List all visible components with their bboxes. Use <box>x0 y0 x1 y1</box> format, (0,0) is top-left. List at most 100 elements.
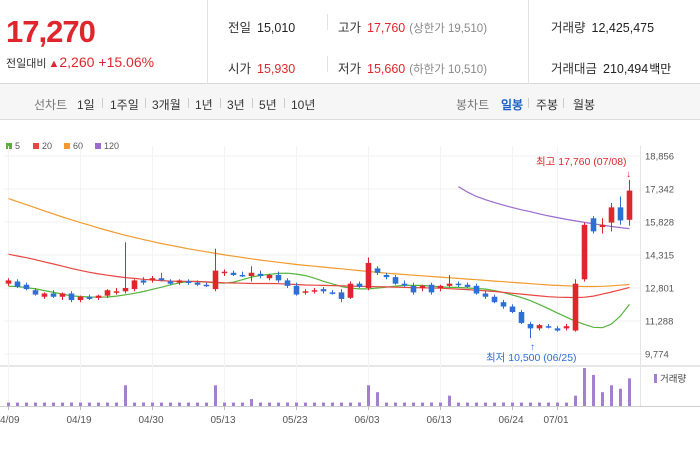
period-3m-button[interactable]: 3개월 <box>152 98 181 112</box>
chart-axes: 18,856 17,342 15,828 14,315 12,801 11,288 9,77… <box>0 152 674 427</box>
volume-bar <box>88 402 91 406</box>
open-label: 시가 <box>228 62 252 76</box>
volume-bar <box>358 402 361 406</box>
candle-body <box>293 285 300 295</box>
prev-close-value: 15,010 <box>257 21 296 35</box>
volume-bar <box>295 402 298 406</box>
volume-bar <box>259 402 262 406</box>
prev-close-label: 전일 <box>228 21 252 35</box>
low-price: 저가 15,660 (하한가 10,510) <box>338 58 487 77</box>
volume-bar <box>421 402 424 406</box>
x-tick-label: 05/13 <box>211 415 236 426</box>
legend-label-60: 60 <box>73 141 83 151</box>
candle-body <box>401 283 408 286</box>
high-price: 고가 17,760 (상한가 19,510) <box>338 17 487 36</box>
candle-body <box>581 224 588 280</box>
candle-body <box>446 283 453 286</box>
trade-amount: 거래대금 210,494백만 <box>551 58 671 77</box>
volume-bar <box>556 402 559 406</box>
candle-body <box>320 289 327 292</box>
amount-unit: 백만 <box>649 62 672 76</box>
legend-label-20: 20 <box>42 141 52 151</box>
price-chart[interactable]: 5 20 60 120 18,856 17,342 15,828 14,315 12,8… <box>0 120 700 450</box>
candle-body <box>14 281 21 287</box>
volume-bar <box>34 402 37 406</box>
volume-bar <box>313 402 316 406</box>
separator <box>528 98 529 108</box>
candle-body <box>32 290 39 295</box>
candle-body <box>626 190 633 220</box>
volume-bar <box>583 368 586 406</box>
candle-body <box>266 274 273 279</box>
x-tick-label: 06/13 <box>427 415 452 426</box>
period-10y-button[interactable]: 10년 <box>291 98 316 112</box>
candle-body <box>167 281 174 284</box>
volume-bar <box>124 385 127 406</box>
candle-body <box>59 293 66 297</box>
x-tick-label: 06/24 <box>499 415 524 426</box>
volume-bar <box>592 374 595 406</box>
separator <box>284 98 285 108</box>
y-tick-label: 14,315 <box>645 251 674 262</box>
legend-swatch-20 <box>33 143 39 149</box>
weekly-candle-button[interactable]: 주봉 <box>536 98 559 112</box>
y-tick-label: 18,856 <box>645 152 674 163</box>
daily-candle-button[interactable]: 일봉 <box>501 98 524 112</box>
volume-bar <box>340 402 343 406</box>
volume-bar <box>268 402 271 406</box>
change-value: 2,260 <box>59 54 95 70</box>
volume-bar <box>142 402 145 406</box>
legend-label-120: 120 <box>104 141 119 151</box>
volume-bar <box>484 402 487 406</box>
candle-body <box>158 278 165 281</box>
separator <box>252 98 253 108</box>
volume-bar <box>214 385 217 406</box>
prev-close: 전일 15,010 <box>228 17 295 36</box>
period-5y-button[interactable]: 5년 <box>259 98 277 112</box>
high-value: 17,760 <box>367 21 406 35</box>
candle-body <box>545 326 552 328</box>
candle-body <box>185 281 192 283</box>
period-3y-button[interactable]: 3년 <box>227 98 245 112</box>
candle-body <box>590 218 597 232</box>
volume-bar <box>412 402 415 406</box>
period-1w-button[interactable]: 1주일 <box>110 98 139 112</box>
volume-bar <box>322 402 325 406</box>
low-annotation: 최저 10,500 (06/25) <box>486 352 577 364</box>
volume-bar <box>601 392 604 406</box>
candle-body <box>284 280 291 286</box>
low-value: 15,660 <box>367 62 406 76</box>
y-tick-label: 17,342 <box>645 185 674 196</box>
ma-line-5 <box>8 272 630 329</box>
period-1d-button[interactable]: 1일 <box>77 98 95 112</box>
volume-bar <box>61 402 64 406</box>
upper-limit: (상한가 19,510) <box>409 23 488 35</box>
candle-body <box>374 268 381 273</box>
separator <box>145 98 146 108</box>
moving-average-lines <box>8 186 630 329</box>
volume-bar <box>205 402 208 406</box>
monthly-candle-button[interactable]: 월봉 <box>573 98 596 112</box>
volume-bar <box>151 402 154 406</box>
period-bar: 선차트 1일 1주일 3개월 1년 3년 5년 10년 봉차트 일봉 주봉 월봉 <box>0 84 700 120</box>
candle-body <box>473 285 480 294</box>
volume-bar <box>448 395 451 406</box>
candle-body <box>230 272 237 275</box>
candle-body <box>428 284 435 293</box>
candle-body <box>527 324 534 329</box>
candle-body <box>248 272 255 277</box>
period-1y-button[interactable]: 1년 <box>195 98 213 112</box>
volume-bar <box>25 402 28 406</box>
separator <box>102 98 103 108</box>
candle-body <box>176 280 183 283</box>
candle-body <box>329 292 336 294</box>
candle-body <box>131 280 138 290</box>
volume-bar <box>466 402 469 406</box>
candle-body <box>140 280 147 283</box>
candle-body <box>68 293 75 301</box>
candle-body <box>41 293 48 297</box>
info-col-3: 거래량 12,425,475 거래대금 210,494백만 <box>551 0 700 84</box>
x-tick-label: 06/03 <box>355 415 380 426</box>
volume-bar <box>178 402 181 406</box>
candle-body <box>212 270 219 290</box>
